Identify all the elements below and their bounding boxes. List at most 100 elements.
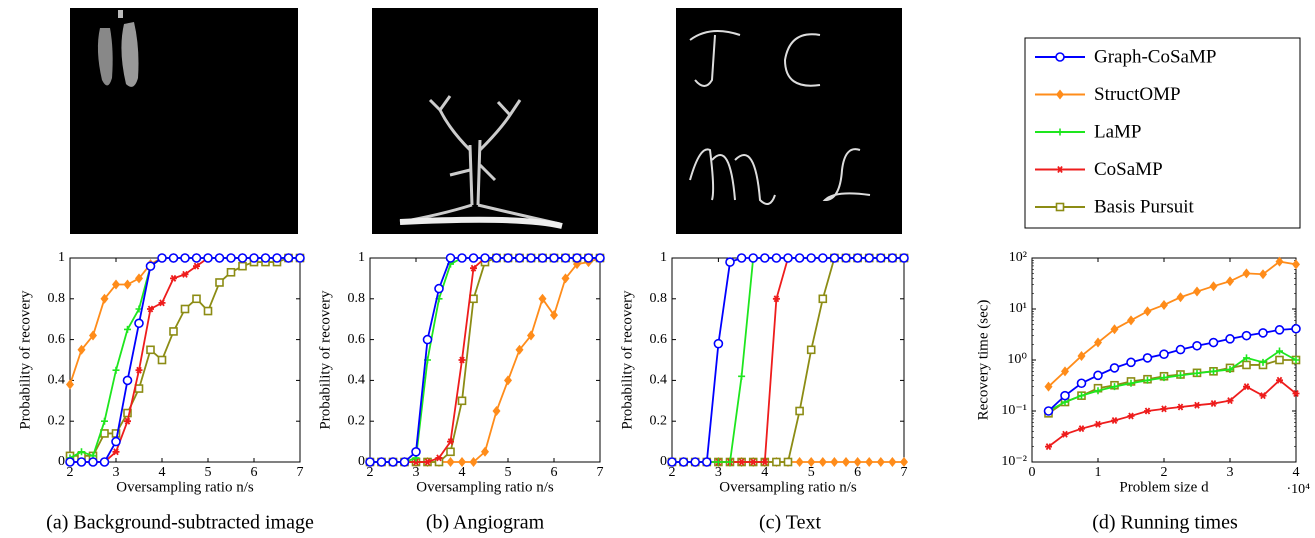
marker	[703, 458, 711, 466]
x-tick-label: 3	[1227, 465, 1234, 480]
marker	[1078, 379, 1086, 387]
marker	[807, 254, 815, 262]
marker	[1194, 402, 1201, 408]
marker	[1226, 276, 1234, 286]
marker	[877, 254, 885, 262]
marker	[412, 448, 420, 456]
x-tick-label: 2	[669, 465, 676, 480]
legend-label: CoSaMP	[1094, 159, 1163, 180]
marker	[205, 308, 212, 315]
series-line	[672, 258, 904, 462]
y-tick-label: 10⁰	[1007, 352, 1027, 367]
y-tick-label: 0.8	[348, 291, 366, 306]
marker	[239, 254, 247, 262]
marker	[1160, 300, 1168, 310]
marker	[159, 357, 166, 364]
marker	[66, 379, 74, 389]
x-axis-label: Problem size d	[1119, 479, 1209, 495]
marker	[285, 254, 293, 262]
marker	[1061, 392, 1069, 400]
marker	[493, 406, 501, 416]
marker	[470, 295, 477, 302]
y-tick-label: 0.8	[650, 291, 668, 306]
marker	[1111, 324, 1119, 334]
marker	[182, 306, 189, 313]
x-tick-label: 3	[715, 465, 722, 480]
y-axis-label: Probability of recovery	[619, 290, 635, 430]
plot: 23456700.20.40.60.81Oversampling ratio n…	[17, 250, 314, 533]
y-tick-label: 0.2	[48, 413, 66, 428]
marker	[170, 254, 178, 262]
image-text	[676, 8, 902, 234]
marker	[1177, 346, 1185, 354]
marker	[1276, 357, 1283, 364]
marker	[1144, 306, 1152, 316]
marker	[1160, 350, 1168, 358]
series-line	[672, 258, 904, 462]
marker	[1292, 325, 1300, 333]
x-tick-label: 7	[901, 465, 908, 480]
marker	[680, 458, 688, 466]
marker	[830, 457, 838, 467]
x-tick-label: 2	[1161, 465, 1168, 480]
marker	[1177, 292, 1185, 302]
marker	[796, 408, 803, 415]
marker	[1128, 413, 1135, 419]
x-tick-label: 4	[459, 465, 466, 480]
x-tick-label: 6	[251, 465, 258, 480]
marker	[761, 254, 769, 262]
marker	[1144, 408, 1151, 414]
marker	[216, 254, 224, 262]
marker	[181, 254, 189, 262]
caption: (b) Angiogram	[426, 512, 545, 534]
marker	[749, 254, 757, 262]
y-tick-label: 10⁻²	[1001, 454, 1027, 469]
marker	[447, 457, 455, 467]
marker	[158, 254, 166, 262]
marker	[819, 457, 827, 467]
x-multiplier: ·10⁴	[1286, 482, 1310, 497]
marker	[900, 254, 908, 262]
marker	[888, 254, 896, 262]
x-tick-label: 5	[205, 465, 212, 480]
caption: (a) Background-subtracted image	[46, 512, 314, 534]
x-tick-label: 4	[159, 465, 166, 480]
y-axis-label: Recovery time (sec)	[975, 300, 991, 421]
y-tick-label: 0.6	[348, 332, 366, 347]
marker	[1243, 361, 1250, 368]
y-tick-label: 0.4	[348, 373, 366, 388]
marker	[596, 254, 604, 262]
marker	[216, 279, 223, 286]
plot: 23456700.20.40.60.81Oversampling ratio n…	[317, 250, 604, 533]
marker	[1292, 259, 1300, 269]
x-tick-label: 4	[761, 465, 768, 480]
series-line	[370, 258, 600, 462]
marker	[493, 254, 501, 262]
x-tick-label: 7	[297, 465, 304, 480]
marker	[170, 328, 177, 335]
marker	[1127, 315, 1135, 325]
x-tick-label: 2	[67, 465, 74, 480]
y-tick-label: 10²	[1009, 250, 1027, 265]
marker	[877, 457, 885, 467]
image-background	[70, 8, 298, 234]
x-tick-label: 5	[808, 465, 815, 480]
marker	[204, 254, 212, 262]
series-line	[370, 258, 600, 462]
marker	[424, 336, 432, 344]
marker	[1144, 354, 1152, 362]
legend-label: LaMP	[1094, 121, 1142, 142]
marker	[773, 459, 780, 466]
marker	[1259, 329, 1267, 337]
marker	[1094, 371, 1102, 379]
series-line	[70, 258, 300, 384]
y-tick-label: 10⁻¹	[1001, 403, 1027, 418]
y-tick-label: 0	[358, 454, 365, 469]
marker	[1127, 358, 1135, 366]
marker	[101, 458, 109, 466]
marker	[1226, 335, 1234, 343]
plot-frame	[370, 258, 600, 462]
marker	[273, 254, 281, 262]
marker	[1095, 421, 1102, 427]
marker	[89, 458, 97, 466]
